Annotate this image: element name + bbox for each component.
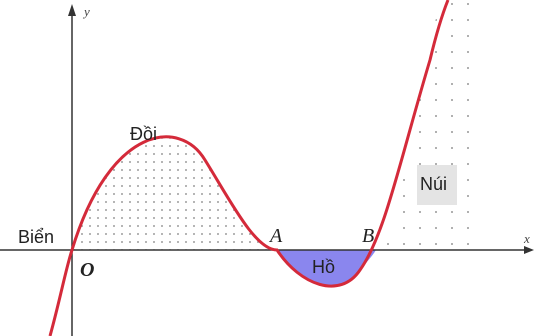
point-b-label: B bbox=[362, 225, 374, 247]
lake-label: Hồ bbox=[312, 257, 335, 277]
hill-label: Đồi bbox=[130, 124, 157, 144]
cubic-curve bbox=[48, 0, 450, 336]
origin-label: O bbox=[80, 259, 94, 281]
y-axis-arrow bbox=[68, 4, 76, 16]
sea-label: Biển bbox=[18, 227, 54, 247]
mountain-region bbox=[385, 0, 470, 250]
point-a-label: A bbox=[268, 225, 283, 247]
mountain-label-box bbox=[417, 165, 457, 205]
x-axis-label: x bbox=[523, 231, 530, 246]
x-axis-arrow bbox=[524, 246, 534, 254]
y-axis-label: y bbox=[82, 4, 90, 19]
lake-region bbox=[277, 250, 376, 287]
mountain-label: Núi bbox=[420, 174, 447, 194]
hill-region bbox=[72, 136, 277, 250]
